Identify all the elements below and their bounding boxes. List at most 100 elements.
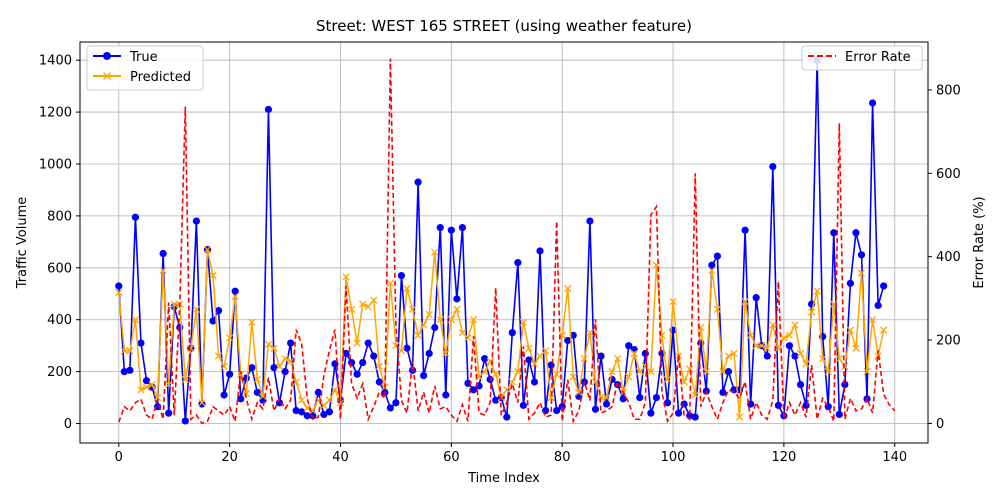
true-point [192, 217, 200, 225]
predicted-point [253, 375, 262, 384]
true-point [774, 401, 782, 409]
predicted-point [575, 388, 583, 397]
true-point [126, 366, 134, 374]
predicted-point [275, 362, 284, 371]
predicted-point [724, 352, 733, 360]
true-point [680, 400, 688, 408]
predicted-point [137, 386, 145, 394]
predicted-point [131, 316, 140, 324]
predicted-point [397, 347, 406, 355]
true-point [142, 377, 151, 385]
predicted-point [480, 367, 489, 376]
true-point [220, 391, 228, 399]
true-point [519, 401, 527, 409]
y-tick-label: 800 [47, 209, 72, 224]
predicted-point [669, 297, 677, 306]
y-tick-label: 1400 [39, 54, 72, 69]
predicted-point [347, 305, 356, 313]
true-point [397, 271, 406, 280]
predicted-point [569, 373, 577, 381]
true-point [741, 226, 749, 234]
predicted-point [458, 329, 467, 337]
predicted-point [142, 383, 151, 391]
true-point [303, 412, 311, 420]
predicted-point [508, 378, 516, 386]
true-point [874, 301, 882, 310]
predicted-point [220, 362, 228, 371]
predicted-point [469, 316, 478, 324]
true-point [830, 229, 838, 237]
predicted-point [203, 245, 212, 254]
plot-series [115, 56, 896, 425]
y-tick-label: 0 [64, 417, 72, 432]
true-point [541, 406, 550, 415]
predicted-point [225, 334, 234, 342]
predicted-point [763, 344, 771, 352]
true-point [802, 401, 810, 409]
legend-error-label: Error Rate [845, 50, 911, 65]
predicted-point [663, 375, 672, 384]
true-point [375, 378, 383, 386]
legend-predicted-label: Predicted [130, 70, 191, 85]
predicted-point [159, 266, 167, 275]
true-point [309, 412, 317, 420]
y-tick-label: 1200 [39, 106, 72, 121]
predicted-point [270, 344, 278, 352]
x-tick-label: 40 [332, 450, 349, 465]
true-point [198, 400, 206, 408]
x-tick-label: 140 [882, 450, 907, 465]
predicted-point [292, 378, 300, 386]
true-point [165, 409, 173, 417]
predicted-point [597, 393, 605, 402]
true-point [347, 358, 356, 367]
predicted-point [802, 360, 810, 368]
predicted-point [863, 367, 871, 376]
true-point [242, 374, 250, 382]
true-point [453, 295, 461, 303]
true-point [564, 336, 572, 345]
predicted-point [746, 331, 755, 339]
predicted-point [880, 326, 888, 334]
predicted-point [170, 300, 178, 308]
predicted-point [425, 310, 433, 319]
predicted-point [525, 344, 533, 352]
predicted-point [364, 303, 372, 311]
predicted-point [536, 352, 544, 360]
predicted-point [852, 344, 860, 352]
true-point [281, 368, 289, 376]
true-point [231, 287, 239, 295]
true-point [392, 399, 400, 407]
true-point [647, 409, 655, 417]
true-point [248, 364, 256, 372]
true-point [852, 229, 860, 237]
predicted-point [359, 300, 367, 308]
predicted-point [264, 340, 273, 349]
predicted-point [353, 339, 361, 347]
true-point [769, 162, 777, 171]
predicted-point [686, 365, 694, 373]
predicted-point [602, 393, 611, 402]
legend-left: True Predicted [86, 45, 204, 91]
y2-tick-label: 600 [936, 167, 961, 182]
true-point [530, 378, 539, 386]
true-point [325, 408, 334, 416]
true-point [514, 259, 522, 267]
true-point [835, 410, 843, 419]
predicted-point [758, 342, 766, 350]
predicted-point [120, 347, 128, 355]
predicted-point [336, 399, 345, 407]
true-point [602, 400, 611, 408]
true-point [625, 342, 633, 350]
axes-frame [79, 41, 929, 444]
y2-tick-label: 200 [936, 334, 961, 349]
predicted-point [187, 344, 195, 352]
predicted-point [719, 367, 727, 376]
predicted-point [835, 354, 843, 363]
true-point [880, 282, 888, 290]
predicted-point [824, 367, 832, 376]
predicted-point [242, 390, 250, 398]
predicted-point [325, 396, 334, 404]
predicted-point [408, 305, 417, 313]
true-point [691, 413, 699, 421]
true-point [353, 370, 361, 378]
